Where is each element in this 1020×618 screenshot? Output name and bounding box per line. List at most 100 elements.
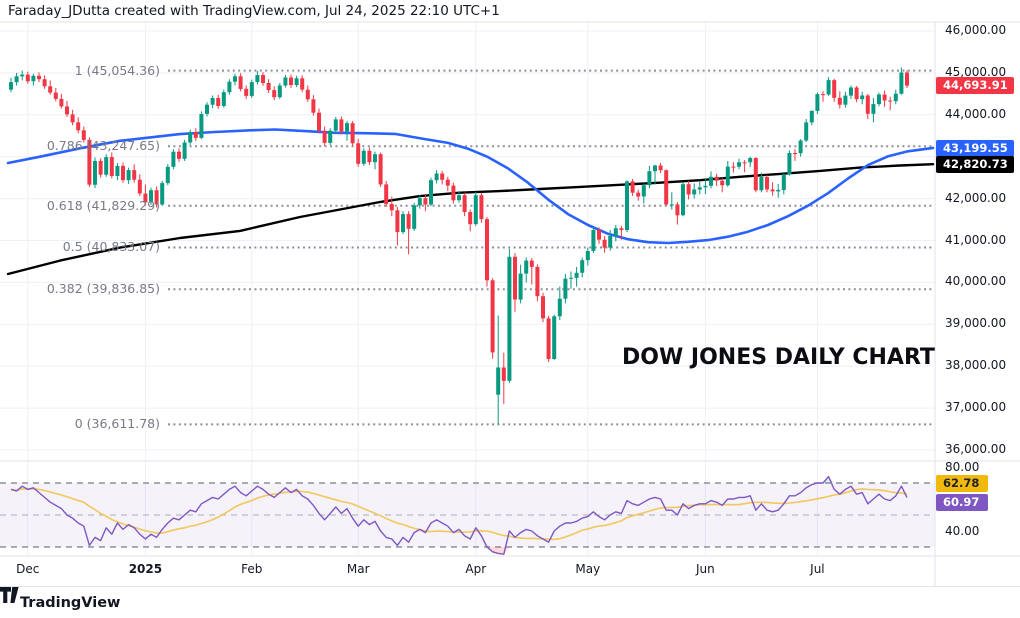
candle-body xyxy=(457,195,461,201)
candle-body xyxy=(373,154,377,163)
candle-body xyxy=(188,132,193,143)
candle-body xyxy=(731,166,736,168)
candle-body xyxy=(434,173,439,181)
candle-body xyxy=(664,170,669,205)
candle-body xyxy=(193,132,198,138)
candle-body xyxy=(770,189,775,192)
candle-body xyxy=(406,214,411,229)
candle-body xyxy=(70,114,75,123)
candle-body xyxy=(899,72,904,94)
candle-body xyxy=(574,272,579,278)
candle-body xyxy=(636,192,641,197)
candle-body xyxy=(277,85,282,98)
candle-body xyxy=(440,173,445,180)
candle-body xyxy=(535,266,540,297)
candle-body xyxy=(294,78,299,85)
candle-body xyxy=(109,157,114,176)
candle-body xyxy=(563,278,568,299)
candle-body xyxy=(569,277,573,279)
candle-body xyxy=(905,72,909,86)
candle-body xyxy=(518,273,523,300)
candle-body xyxy=(160,183,165,205)
candle-body xyxy=(76,122,81,131)
candle-body xyxy=(221,92,226,106)
candle-body xyxy=(417,198,422,206)
candle-body xyxy=(328,130,333,143)
candle-body xyxy=(781,174,786,190)
candle-body xyxy=(300,78,305,90)
candle-body xyxy=(311,99,316,113)
candle-body xyxy=(871,104,876,114)
candle-body xyxy=(367,150,372,163)
candle-body xyxy=(261,75,265,83)
candle-body xyxy=(378,154,383,185)
candle-body xyxy=(14,76,19,83)
candle-body xyxy=(356,143,361,164)
candle-body xyxy=(496,367,501,395)
candle-body xyxy=(709,176,713,186)
candle-body xyxy=(888,100,893,102)
candle-body xyxy=(597,230,601,240)
time-axis[interactable] xyxy=(0,556,935,586)
candle-body xyxy=(686,184,691,195)
candle-body xyxy=(479,195,484,220)
candle-body xyxy=(98,160,103,175)
candle-body xyxy=(608,235,613,248)
candle-body xyxy=(720,180,725,186)
candle-body xyxy=(630,181,635,193)
price-pane[interactable] xyxy=(0,22,935,461)
candle-body xyxy=(227,81,232,93)
rsi-pane[interactable] xyxy=(0,461,935,556)
candle-body xyxy=(748,158,753,163)
candle-body xyxy=(317,112,321,131)
candle-body xyxy=(681,184,685,216)
candle-body xyxy=(468,212,473,225)
candle-body xyxy=(182,142,187,159)
candle-body xyxy=(31,75,36,82)
tradingview-brand-text[interactable]: TradingView xyxy=(20,594,121,611)
candle-body xyxy=(165,166,170,184)
candle-body xyxy=(81,130,86,140)
candle-body xyxy=(255,75,260,83)
candle-body xyxy=(104,157,109,175)
chart-watermark-title: DOW JONES DAILY CHART xyxy=(622,345,935,370)
candle-body xyxy=(361,150,366,164)
candle-body xyxy=(787,153,792,175)
candle-body xyxy=(42,79,47,87)
candle-body xyxy=(798,140,803,154)
candle-body xyxy=(350,123,355,144)
candle-body xyxy=(625,181,629,230)
candle-body xyxy=(541,296,545,319)
candle-body xyxy=(854,87,859,100)
candle-body xyxy=(423,198,428,205)
candle-body xyxy=(25,74,30,82)
candle-body xyxy=(860,95,865,100)
candle-body xyxy=(669,204,674,206)
candle-body xyxy=(143,193,148,203)
candle-body xyxy=(233,76,237,82)
candle-body xyxy=(289,77,293,85)
candle-body xyxy=(171,151,176,167)
candle-body xyxy=(445,179,450,186)
candle-body xyxy=(557,298,562,317)
candle-body xyxy=(462,195,467,212)
candle-body xyxy=(249,82,254,96)
candle-body xyxy=(53,92,58,99)
candle-body xyxy=(697,187,702,190)
candle-body xyxy=(501,367,506,381)
candle-body xyxy=(613,228,618,236)
candle-body xyxy=(877,94,881,105)
candle-body xyxy=(115,165,120,176)
candle-body xyxy=(59,98,64,107)
rsi-line xyxy=(10,475,908,555)
candle-body xyxy=(580,260,585,273)
candle-body xyxy=(154,190,159,205)
candle-body xyxy=(244,88,249,96)
candle-body xyxy=(384,184,389,205)
candle-body xyxy=(389,204,394,211)
candle-body xyxy=(345,123,349,132)
price-axis[interactable] xyxy=(935,22,1020,556)
tradingview-logo-glyph xyxy=(0,587,19,603)
candle-body xyxy=(238,76,243,89)
